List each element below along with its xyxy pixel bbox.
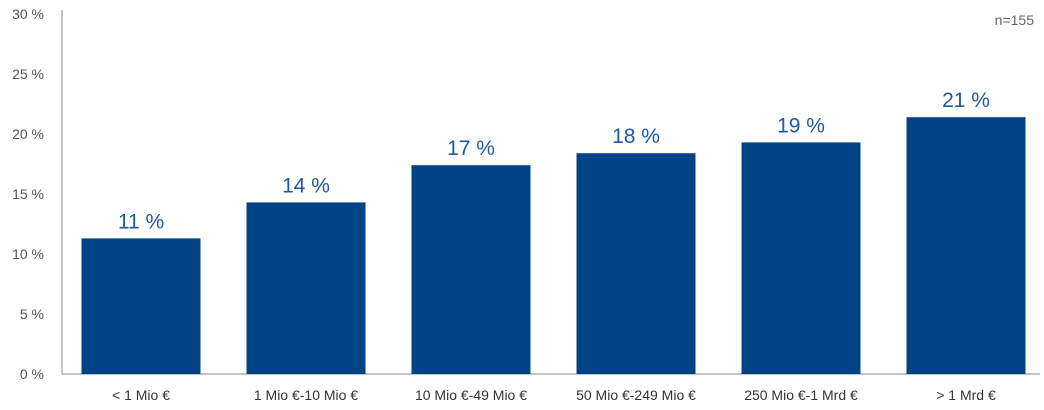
x-axis-labels: < 1 Mio € 1 Mio €-10 Mio € 10 Mio €-49 Mio… — [112, 387, 996, 403]
chart-axes — [61, 10, 1040, 375]
data-label: 19 % — [777, 114, 825, 137]
bar — [576, 153, 696, 374]
data-label: 14 % — [282, 174, 330, 197]
x-tick-label: > 1 Mrd € — [936, 387, 996, 403]
y-tick-label: 20 % — [12, 126, 44, 142]
x-tick-label: 50 Mio €-249 Mio € — [576, 387, 696, 403]
bar — [81, 238, 201, 374]
bar — [741, 142, 861, 374]
data-labels: 11 % 14 % 17 % 18 % 19 % 21 % — [118, 89, 990, 233]
x-tick-label: 1 Mio €-10 Mio € — [254, 387, 358, 403]
y-tick-label: 15 % — [12, 186, 44, 202]
data-label: 18 % — [612, 125, 660, 148]
chart-bars — [81, 117, 1026, 374]
y-axis-ticks: 0 % 5 % 10 % 15 % 20 % 25 % 30 % — [12, 6, 44, 382]
data-label: 17 % — [447, 137, 495, 160]
data-label: 21 % — [942, 89, 990, 112]
data-label: 11 % — [118, 210, 164, 233]
sample-size-note: n=155 — [995, 12, 1035, 28]
y-tick-label: 10 % — [12, 246, 44, 262]
x-tick-label: 10 Mio €-49 Mio € — [415, 387, 527, 403]
y-tick-label: 5 % — [20, 306, 44, 322]
y-tick-label: 30 % — [12, 6, 44, 22]
y-tick-label: 0 % — [20, 366, 44, 382]
bar — [906, 117, 1026, 374]
y-tick-label: 25 % — [12, 66, 44, 82]
x-tick-label: 250 Mio €-1 Mrd € — [744, 387, 858, 403]
x-tick-label: < 1 Mio € — [112, 387, 170, 403]
bar — [246, 202, 366, 374]
bar — [411, 165, 531, 374]
